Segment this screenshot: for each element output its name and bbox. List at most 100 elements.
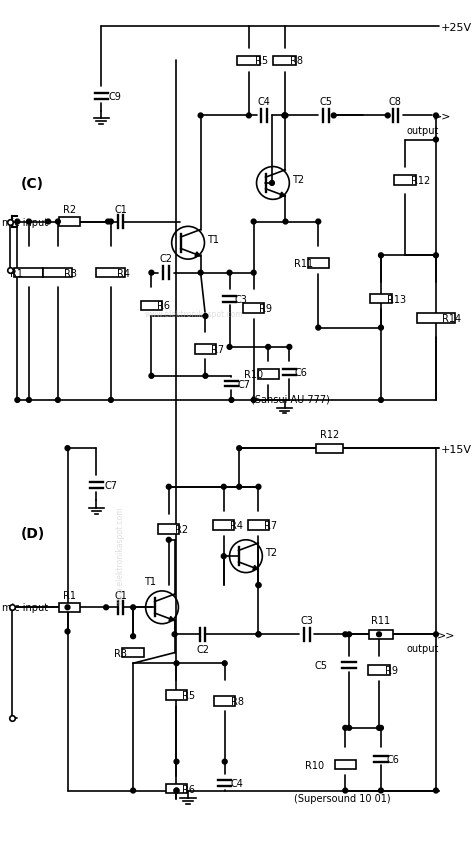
Circle shape — [109, 220, 113, 225]
Text: R9: R9 — [385, 665, 398, 675]
Text: C9: C9 — [108, 92, 121, 102]
Text: >>: >> — [437, 630, 456, 640]
Text: www.elektronikaspot.com: www.elektronikaspot.com — [116, 505, 125, 604]
Circle shape — [55, 398, 60, 403]
Circle shape — [149, 374, 154, 379]
Circle shape — [343, 726, 348, 730]
Circle shape — [15, 220, 20, 225]
Text: R5: R5 — [255, 56, 268, 66]
Circle shape — [131, 634, 136, 639]
Bar — [243, 304, 264, 314]
Circle shape — [46, 220, 51, 225]
Text: R8: R8 — [290, 56, 303, 66]
Text: (Sansui AU 777): (Sansui AU 777) — [251, 394, 329, 405]
Circle shape — [222, 759, 227, 764]
Circle shape — [222, 661, 227, 666]
Bar — [59, 218, 80, 227]
Bar — [141, 302, 162, 311]
Text: R1: R1 — [10, 268, 23, 279]
Circle shape — [131, 605, 136, 610]
Circle shape — [203, 314, 208, 319]
Circle shape — [256, 632, 261, 637]
Circle shape — [346, 726, 352, 730]
Bar — [213, 521, 234, 531]
Circle shape — [65, 605, 70, 610]
Circle shape — [379, 726, 383, 730]
Circle shape — [251, 220, 256, 225]
Circle shape — [283, 114, 288, 118]
Circle shape — [203, 374, 208, 379]
Text: >>: >> — [433, 112, 452, 121]
Bar — [417, 314, 455, 324]
Circle shape — [27, 220, 31, 225]
Bar — [166, 784, 187, 793]
Circle shape — [55, 220, 60, 225]
Bar — [370, 295, 392, 304]
Circle shape — [221, 485, 226, 490]
Bar — [308, 259, 329, 268]
Circle shape — [434, 254, 438, 258]
Text: C1: C1 — [114, 204, 127, 215]
Text: R7: R7 — [264, 521, 277, 531]
Circle shape — [256, 632, 261, 637]
Text: C3: C3 — [234, 294, 247, 304]
Text: R12: R12 — [320, 429, 339, 439]
Text: C4: C4 — [230, 778, 243, 788]
Circle shape — [27, 398, 31, 403]
Bar — [96, 268, 126, 278]
Text: R8: R8 — [230, 696, 244, 706]
Circle shape — [379, 254, 383, 258]
Circle shape — [227, 271, 232, 276]
Bar — [158, 525, 179, 534]
Bar — [394, 176, 416, 186]
Text: (D): (D) — [21, 527, 46, 540]
Text: C1: C1 — [114, 590, 127, 600]
Circle shape — [379, 788, 383, 793]
Circle shape — [104, 605, 109, 610]
Circle shape — [65, 630, 70, 634]
Circle shape — [65, 446, 70, 451]
Circle shape — [131, 788, 136, 793]
Circle shape — [109, 398, 113, 403]
Circle shape — [174, 759, 179, 764]
Text: R11: R11 — [372, 615, 391, 625]
Text: R6: R6 — [182, 784, 195, 794]
Text: +25V: +25V — [441, 23, 472, 33]
Circle shape — [237, 446, 242, 451]
Text: C3: C3 — [300, 615, 313, 625]
Text: output: output — [406, 643, 439, 653]
Bar — [257, 370, 279, 379]
Circle shape — [15, 398, 20, 403]
Bar — [368, 665, 390, 675]
Polygon shape — [195, 252, 201, 257]
Bar — [59, 603, 80, 612]
Circle shape — [283, 220, 288, 225]
Text: (C): (C) — [21, 176, 44, 191]
Text: R9: R9 — [259, 304, 273, 314]
Bar — [44, 268, 73, 278]
Bar — [335, 760, 356, 769]
Circle shape — [166, 485, 171, 490]
Text: R10: R10 — [305, 760, 324, 769]
Text: www.elektronikaspot.com: www.elektronikaspot.com — [145, 309, 243, 319]
Text: C6: C6 — [294, 367, 307, 377]
Bar — [15, 268, 44, 278]
Polygon shape — [280, 193, 285, 198]
Circle shape — [316, 325, 321, 331]
Circle shape — [379, 325, 383, 331]
Text: R6: R6 — [157, 301, 170, 311]
Circle shape — [106, 220, 110, 225]
Text: R5: R5 — [182, 690, 195, 700]
Circle shape — [149, 271, 154, 276]
Bar — [166, 690, 187, 700]
Circle shape — [256, 583, 261, 588]
Circle shape — [287, 345, 292, 350]
Circle shape — [434, 138, 438, 143]
Text: R4: R4 — [229, 521, 243, 531]
Polygon shape — [253, 566, 258, 570]
Bar — [122, 648, 144, 658]
Text: R12: R12 — [411, 176, 430, 186]
Circle shape — [282, 114, 287, 118]
Circle shape — [434, 632, 438, 637]
Bar — [195, 344, 216, 354]
